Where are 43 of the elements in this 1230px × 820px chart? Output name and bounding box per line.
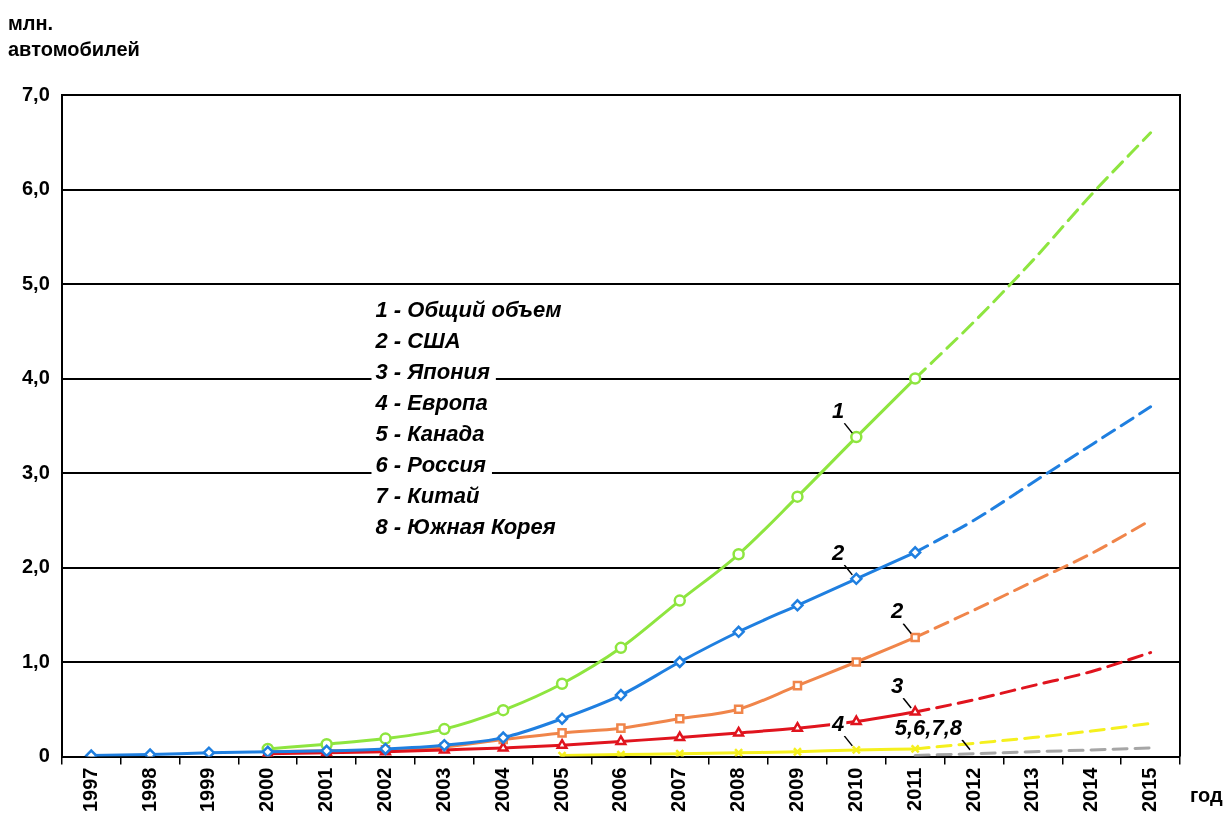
annotation: 1 — [832, 398, 845, 424]
y-tick-label: 2,0 — [21, 555, 50, 578]
annotation: 2 - США — [374, 327, 461, 353]
y-tick-label: 7,0 — [21, 82, 50, 105]
x-tick-label: 2006 — [608, 767, 631, 813]
x-tick-label: 2011 — [902, 767, 925, 811]
annotation: 5,6,7,8 — [894, 714, 963, 740]
annotation: 1 - Общий объем — [375, 296, 562, 322]
x-tick-label: 2004 — [490, 766, 513, 813]
x-tick-label: 2014 — [1079, 766, 1102, 813]
x-tick-label: 2005 — [549, 767, 572, 813]
x-tick-label: 1998 — [137, 767, 160, 813]
annotation: 7 - Китай — [375, 482, 481, 508]
x-tick-label: 2007 — [667, 767, 690, 813]
annotation: 3 - Япония — [375, 358, 490, 384]
annotation: 6 - Россия — [375, 451, 487, 477]
x-tick-label: 2012 — [961, 767, 984, 813]
x-tick-label: 2001 — [314, 767, 337, 813]
y-axis-title: млн. автомобилей — [8, 12, 140, 60]
x-tick-label: 2009 — [784, 767, 807, 813]
x-tick-label: 2000 — [255, 767, 278, 813]
x-tick-label: 2013 — [1020, 767, 1043, 813]
y-tick-label: 0 — [38, 744, 50, 767]
y-tick-label: 5,0 — [21, 271, 50, 294]
x-axis-title: год — [1190, 784, 1224, 807]
annotation: 2 — [889, 598, 904, 624]
annotation: 4 - Европа — [374, 389, 488, 415]
x-tick-label: 1997 — [78, 767, 101, 813]
annotation: 4 — [831, 710, 845, 736]
annotation: 2 — [831, 539, 846, 565]
x-tick-label: 2015 — [1138, 767, 1161, 813]
x-tick-label: 2010 — [843, 767, 866, 813]
annotation: 3 — [890, 673, 904, 699]
y-tick-label: 4,0 — [21, 366, 50, 389]
y-tick-label: 3,0 — [21, 460, 50, 483]
annotation: 8 - Южная Корея — [375, 513, 556, 539]
x-tick-label: 2008 — [726, 767, 749, 813]
x-tick-label: 2003 — [431, 767, 454, 813]
annotation: 5 - Канада — [375, 420, 485, 446]
y-tick-label: 6,0 — [21, 177, 50, 200]
y-tick-label: 1,0 — [21, 649, 50, 672]
x-tick-label: 2002 — [373, 767, 396, 813]
x-tick-label: 1999 — [196, 767, 219, 813]
